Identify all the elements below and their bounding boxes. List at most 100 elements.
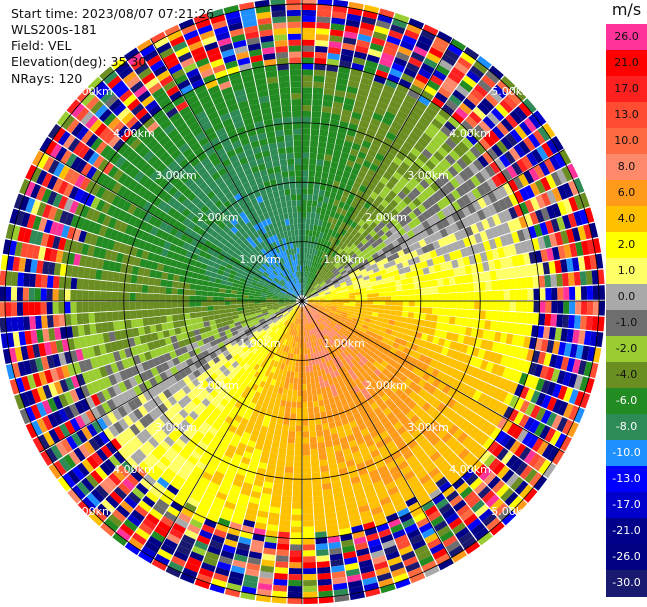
- range-gate: [501, 419, 513, 433]
- range-gate: [417, 95, 431, 107]
- range-gate: [317, 317, 324, 323]
- range-gate: [512, 499, 528, 515]
- range-gate: [213, 292, 220, 297]
- range-gate: [377, 221, 386, 230]
- range-gate: [236, 301, 243, 305]
- range-gate: [428, 46, 444, 59]
- range-gate: [405, 181, 415, 192]
- range-gate: [361, 230, 369, 238]
- range-gate: [316, 288, 323, 293]
- range-gate: [316, 16, 331, 24]
- range-gate: [367, 304, 374, 309]
- range-gate: [502, 209, 513, 222]
- range-gate: [324, 308, 331, 312]
- range-gate: [568, 286, 576, 300]
- range-gate: [443, 420, 455, 432]
- range-gate: [312, 293, 319, 297]
- range-gate: [420, 294, 427, 301]
- range-gate: [306, 253, 310, 260]
- range-gate: [167, 273, 175, 281]
- range-gate: [370, 315, 378, 321]
- range-gate: [370, 332, 378, 339]
- range-gate: [519, 265, 527, 278]
- range-gate: [397, 131, 409, 142]
- range-gate: [432, 134, 445, 146]
- range-gate: [491, 444, 504, 458]
- ppi-rays: [0, 0, 605, 604]
- range-gate: [444, 225, 454, 236]
- range-gate: [518, 140, 531, 155]
- range-gate: [333, 212, 341, 220]
- range-gate: [507, 90, 522, 106]
- range-gate: [302, 289, 304, 296]
- range-gate: [487, 398, 498, 411]
- range-gate: [311, 466, 321, 474]
- range-gate: [360, 268, 368, 275]
- range-gate: [381, 348, 390, 356]
- range-gate: [531, 437, 544, 453]
- range-gate: [346, 268, 354, 275]
- range-gate: [424, 320, 432, 328]
- range-gate: [275, 561, 289, 568]
- range-gate: [353, 327, 361, 334]
- range-gate: [336, 290, 343, 294]
- range-gate: [452, 89, 466, 102]
- range-gate: [358, 82, 371, 92]
- range-gate: [335, 219, 343, 227]
- range-gate: [513, 266, 521, 278]
- range-gate: [453, 325, 461, 334]
- range-gate: [436, 391, 447, 402]
- range-gate: [574, 301, 582, 315]
- range-gate: [399, 161, 410, 172]
- range-gate: [575, 241, 584, 257]
- range-gate: [486, 373, 497, 385]
- range-gate: [405, 252, 413, 261]
- range-gate: [417, 168, 428, 179]
- range-gate: [306, 304, 312, 308]
- range-gate: [324, 190, 331, 198]
- range-gate: [566, 163, 579, 180]
- range-gate: [303, 556, 316, 563]
- range-gate: [306, 371, 311, 379]
- range-gate: [473, 430, 485, 443]
- range-gate: [487, 385, 498, 398]
- range-gate: [450, 292, 457, 301]
- range-gate: [230, 297, 237, 301]
- range-gate: [324, 290, 331, 294]
- range-gate: [316, 310, 322, 315]
- range-gate: [347, 313, 354, 318]
- range-gate: [473, 282, 480, 292]
- range-gate: [410, 357, 419, 366]
- range-gate: [460, 317, 468, 327]
- range-gate: [130, 319, 138, 328]
- range-gate: [366, 244, 374, 252]
- range-gate: [445, 436, 457, 448]
- range-gate: [343, 298, 350, 301]
- range-gate: [23, 272, 31, 287]
- range-gate: [451, 350, 461, 360]
- range-gate: [225, 289, 232, 294]
- range-gate: [421, 111, 434, 123]
- range-gate: [471, 402, 483, 414]
- range-gate: [420, 333, 429, 341]
- range-gate: [482, 329, 490, 340]
- range-gate: [413, 337, 421, 346]
- range-gate: [303, 573, 317, 581]
- range-gate: [390, 291, 397, 296]
- range-gate: [336, 306, 344, 310]
- range-gate: [475, 417, 487, 430]
- range-gate: [124, 283, 131, 292]
- range-gate: [394, 349, 403, 358]
- range-gate: [517, 359, 526, 372]
- range-gate: [397, 249, 405, 258]
- range-gate: [310, 140, 319, 148]
- range-gate: [302, 170, 309, 177]
- range-gate: [105, 291, 113, 301]
- range-gate: [302, 33, 315, 40]
- range-gate: [292, 389, 298, 396]
- range-gate: [311, 117, 321, 124]
- range-gate: [313, 69, 326, 77]
- range-gate: [436, 381, 447, 392]
- range-gate: [298, 360, 302, 367]
- range-gate: [537, 126, 551, 142]
